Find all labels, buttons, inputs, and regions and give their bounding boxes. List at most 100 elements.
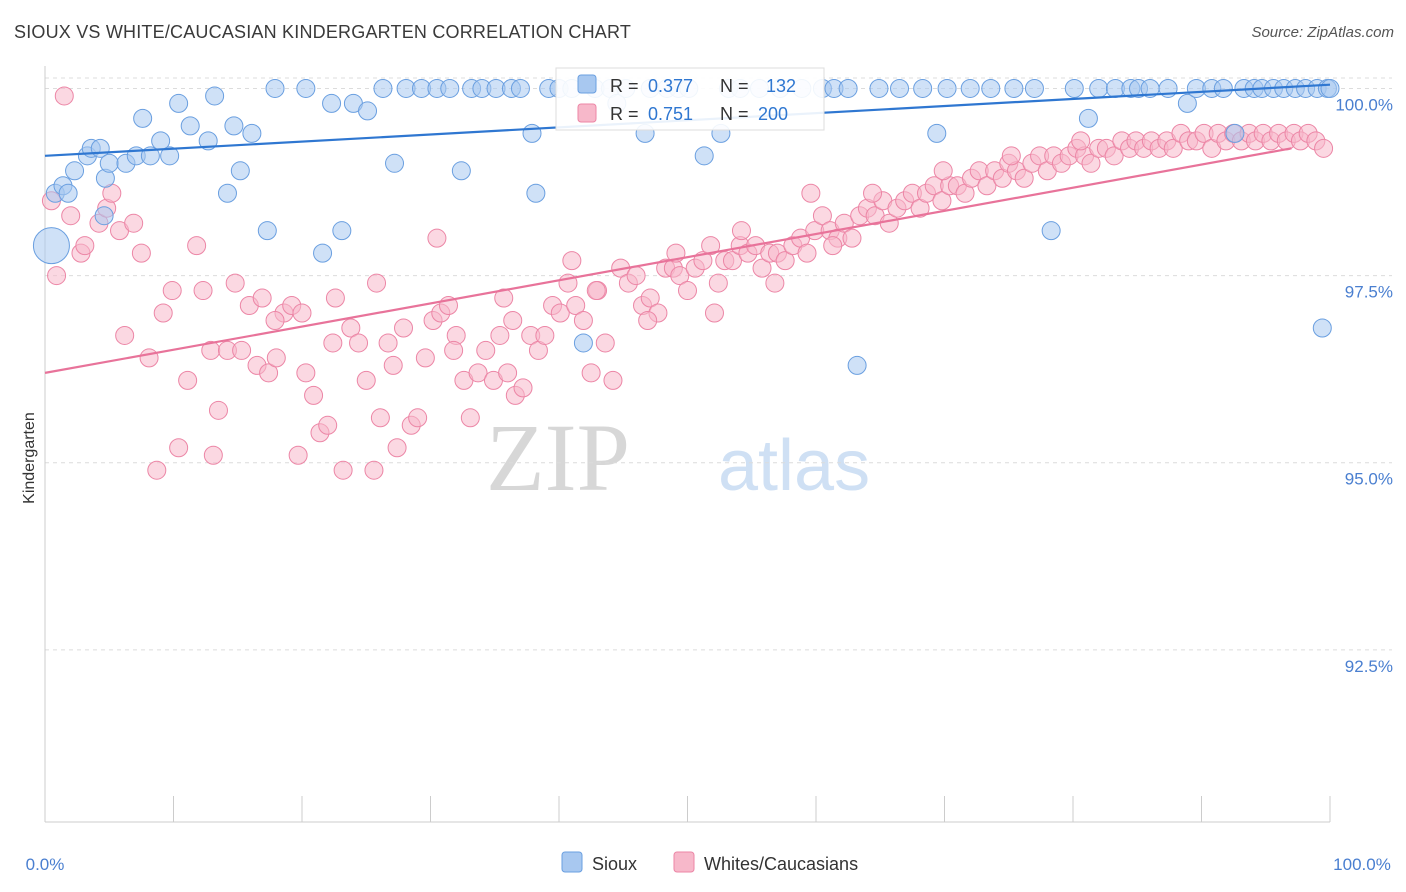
whites-point [356,370,376,390]
sioux-point [847,355,867,375]
sioux-point [1225,123,1245,143]
whites-point [147,460,167,480]
bottom-legend: Sioux Whites/Caucasians [561,851,858,874]
sioux-point [373,78,393,98]
sioux-point [451,161,471,181]
whites-point [115,325,135,345]
sioux-legend-swatch [577,74,597,94]
y-tick-label: 95.0% [1345,470,1393,489]
whites-point [427,228,447,248]
whites-point [823,236,843,256]
whites-point [1081,153,1101,173]
whites-point [626,266,646,286]
whites-point [394,318,414,338]
whites-point [304,385,324,405]
whites-point [341,318,361,338]
whites-point [325,288,345,308]
sioux-point [58,183,78,203]
y-tick-label: 92.5% [1345,657,1393,676]
whites-point [670,266,690,286]
sioux-point [927,123,947,143]
whites-point [153,303,173,323]
whites-point [169,438,189,458]
sioux-point [890,78,910,98]
sioux-point [198,131,218,151]
whites-point [364,460,384,480]
whites-legend-swatch [577,103,597,123]
whites-point [288,445,308,465]
whites-point [678,281,697,301]
stats-legend: R = 0.377 N = 132 R = 0.751 N = 200 [555,67,825,131]
series-sioux-points [32,78,1340,375]
whites-point [367,273,387,293]
whites-point [468,363,488,383]
whites-point [193,281,213,301]
sioux-point [838,78,858,98]
sioux-point [1064,78,1084,98]
sioux-point [1089,78,1109,98]
whites-point [704,303,724,323]
y-axis-label: Kindergarten [21,412,38,504]
whites-point [378,333,398,353]
sioux-point [322,93,342,113]
sioux-r-value: 0.377 [648,76,693,96]
sioux-point [217,183,237,203]
whites-point [1001,146,1021,166]
whites-point [139,348,159,368]
whites-point [722,251,742,271]
whites-point [61,206,81,226]
whites-point [775,251,795,271]
whites-point [586,281,606,301]
sioux-point [180,116,200,136]
whites-point [797,243,817,263]
watermark-atlas: atlas [718,426,870,506]
whites-point [383,355,403,375]
y-tick-labels: 92.5% 95.0% 97.5% 100.0% [1335,95,1393,675]
whites-point [162,281,182,301]
sioux-point [960,78,980,98]
sioux-point [242,123,262,143]
whites-point [265,310,285,330]
whites-point [932,191,952,211]
x-tick-label-min: 0.0% [26,855,65,874]
whites-trend-line [44,147,1292,374]
sioux-point [981,78,1001,98]
whites-point [259,363,279,383]
bottom-legend-whites-swatch [673,851,695,873]
whites-n-value: 200 [758,104,788,124]
whites-r-value: 0.751 [648,104,693,124]
whites-point [581,363,601,383]
whites-point [415,348,435,368]
whites-point [1014,168,1034,188]
whites-point [187,236,207,256]
sioux-point [133,108,153,128]
whites-point [266,348,286,368]
whites-point [1071,131,1091,151]
sioux-point [99,153,119,173]
sioux-point [230,161,250,181]
sioux-point [169,93,189,113]
whites-point [75,236,95,256]
whites-point [801,183,821,203]
whites-point [863,183,883,203]
whites-point [638,310,658,330]
whites-point [1104,146,1124,166]
bottom-legend-whites-label: Whites/Caucasians [704,854,858,874]
whites-point [765,273,785,293]
chart-title: SIOUX VS WHITE/CAUCASIAN KINDERGARTEN CO… [14,22,632,42]
sioux-point [440,78,460,98]
sioux-point [265,78,285,98]
whites-point [595,333,615,353]
sioux-point [32,227,70,265]
sioux-point [1320,78,1340,98]
whites-point [977,176,997,196]
sioux-point [510,78,530,98]
sioux-n-value: 132 [766,76,796,96]
sioux-r-label: R = [610,76,639,96]
sioux-point [205,86,225,106]
series-whites-points [41,86,1334,480]
whites-point [296,363,316,383]
whites-point [208,400,228,420]
whites-n-label: N = [720,104,749,124]
